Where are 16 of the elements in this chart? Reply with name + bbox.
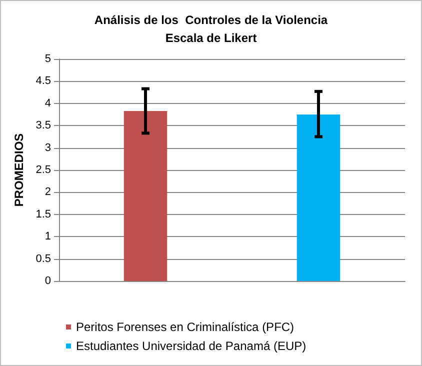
y-tick-label: 0.5 [36,252,51,265]
y-tick-label: 1 [44,230,51,243]
y-tick-label: 2 [44,186,51,198]
y-tick-label: 4.5 [36,75,51,88]
y-axis-title: PROMEDIOS [12,133,26,207]
y-tick-label: 1.5 [36,208,51,220]
legend-label: Peritos Forenses en Criminalística (PFC) [76,320,294,334]
legend-label: Estudiantes Universidad de Panamá (EUP) [76,339,306,353]
y-tick-label: 2.5 [36,164,51,176]
y-tick-label: 0 [44,275,51,287]
chart-subtitle: Escala de Likert [165,31,257,45]
chart-title: Análisis de los Controles de la Violencia [94,13,328,27]
y-tick-label: 5 [44,53,51,65]
y-tick-label: 3.5 [36,120,51,132]
y-tick-label: 4 [44,97,51,110]
y-tick-label: 3 [44,142,51,154]
